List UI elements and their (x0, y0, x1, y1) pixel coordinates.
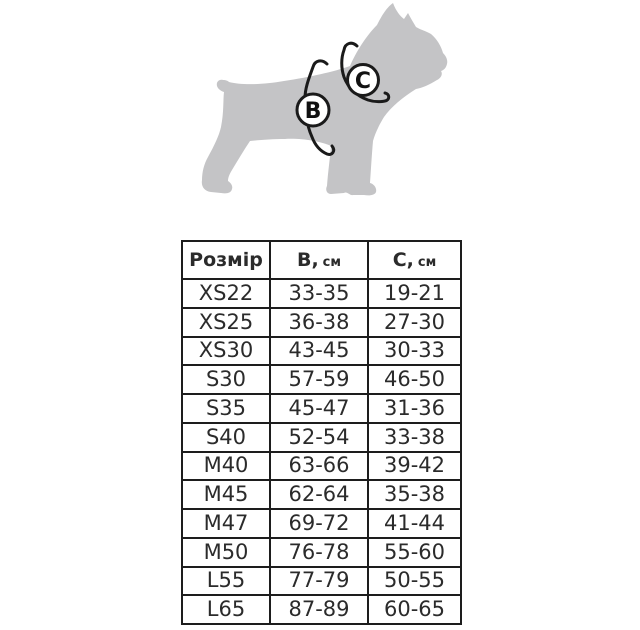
size-cell: S30 (181, 364, 271, 395)
table-row: XS22 33-35 19-21 (181, 278, 462, 309)
b-value-cell: 69-72 (269, 508, 369, 539)
table-row: S35 45-47 31-36 (181, 393, 462, 424)
c-value-cell: 27-30 (367, 306, 462, 338)
size-cell: S40 (181, 421, 271, 453)
table-row: M40 63-66 39-42 (181, 450, 462, 482)
c-column-header: C, см (367, 240, 462, 280)
table-row: XS25 36-38 27-30 (181, 306, 462, 338)
b-value-cell: 76-78 (269, 536, 369, 568)
c-header-unit: см (417, 254, 437, 270)
table-row: XS30 43-45 30-33 (181, 335, 462, 367)
table-row: L65 87-89 60-65 (181, 594, 462, 625)
size-cell: XS30 (181, 335, 271, 367)
table-row: S30 57-59 46-50 (181, 364, 462, 395)
table-row: M50 76-78 55-60 (181, 536, 462, 568)
table-row: M47 69-72 41-44 (181, 508, 462, 539)
b-value-cell: 43-45 (269, 335, 369, 367)
b-value-cell: 45-47 (269, 393, 369, 424)
c-value-cell: 31-36 (367, 393, 462, 424)
dog-measurement-diagram: B C (201, 3, 448, 196)
size-cell: L65 (181, 594, 271, 625)
marker-b-label: B (305, 99, 322, 124)
marker-c-circle (346, 63, 380, 97)
table-row: L55 77-79 50-55 (181, 565, 462, 597)
size-cell: M40 (181, 450, 271, 482)
b-value-cell: 63-66 (269, 450, 369, 482)
size-table-body: XS22 33-35 19-21 XS25 36-38 27-30 XS30 43-45 30-… (181, 278, 462, 625)
size-cell: M50 (181, 536, 271, 568)
marker-c-label: C (355, 69, 371, 94)
c-value-cell: 46-50 (367, 364, 462, 395)
size-table: Розмір B, см C, см XS22 33-35 19-21 XS25 36-38… (181, 240, 462, 625)
size-cell: XS25 (181, 306, 271, 338)
size-cell: XS22 (181, 278, 271, 309)
c-value-cell: 50-55 (367, 565, 462, 597)
c-value-cell: 41-44 (367, 508, 462, 539)
b-header-letter: B, (296, 248, 319, 271)
c-value-cell: 60-65 (367, 594, 462, 625)
marker-b-circle (295, 92, 331, 128)
b-value-cell: 87-89 (269, 594, 369, 625)
b-column-header: B, см (269, 240, 369, 280)
b-value-cell: 62-64 (269, 479, 369, 510)
c-header-letter: C, (392, 248, 414, 271)
c-value-cell: 39-42 (367, 450, 462, 482)
b-value-cell: 57-59 (269, 364, 369, 395)
header-row: Розмір B, см C, см (181, 240, 462, 280)
b-value-cell: 77-79 (269, 565, 369, 597)
table-row: S40 52-54 33-38 (181, 421, 462, 453)
size-cell: M45 (181, 479, 271, 510)
b-header-unit: см (322, 254, 342, 270)
size-column-header: Розмір (181, 240, 271, 280)
b-value-cell: 36-38 (269, 306, 369, 338)
c-value-cell: 55-60 (367, 536, 462, 568)
b-value-cell: 52-54 (269, 421, 369, 453)
size-cell: M47 (181, 508, 271, 539)
c-value-cell: 19-21 (367, 278, 462, 309)
size-cell: L55 (181, 565, 271, 597)
table-row: M45 62-64 35-38 (181, 479, 462, 510)
c-value-cell: 33-38 (367, 421, 462, 453)
c-value-cell: 30-33 (367, 335, 462, 367)
b-value-cell: 33-35 (269, 278, 369, 309)
c-value-cell: 35-38 (367, 479, 462, 510)
size-cell: S35 (181, 393, 271, 424)
